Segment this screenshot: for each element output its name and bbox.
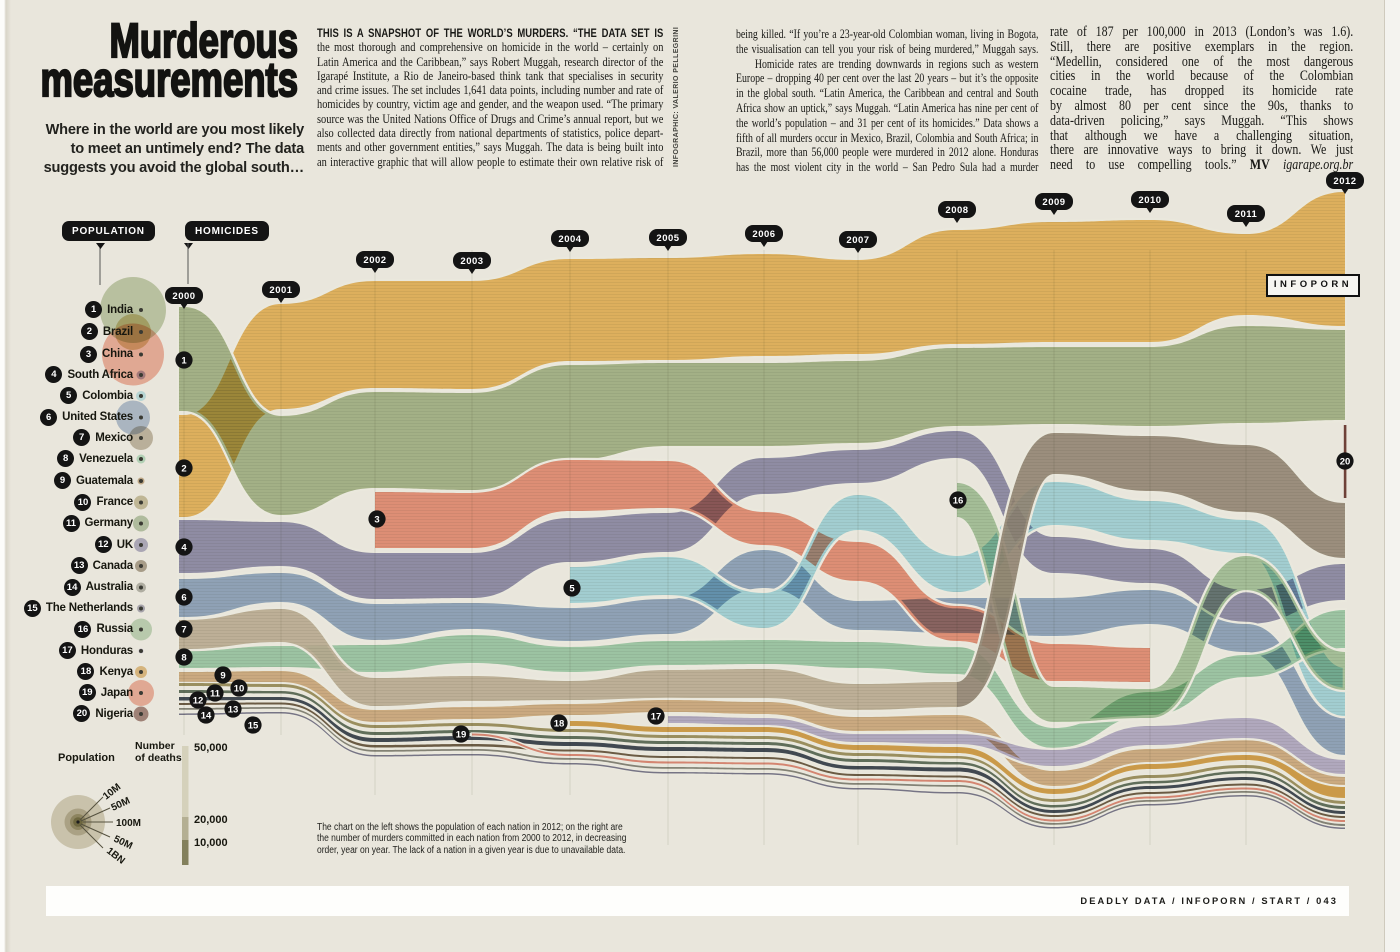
svg-text:7: 7 <box>181 624 186 635</box>
svg-text:10: 10 <box>234 683 245 694</box>
svg-text:2: 2 <box>181 463 186 474</box>
svg-text:4: 4 <box>181 542 187 553</box>
svg-text:2005: 2005 <box>656 233 679 244</box>
svg-text:6: 6 <box>181 592 186 603</box>
svg-text:2001: 2001 <box>269 285 292 296</box>
svg-text:2010: 2010 <box>1138 195 1161 206</box>
svg-text:15: 15 <box>248 720 259 731</box>
svg-text:2008: 2008 <box>945 205 968 216</box>
svg-text:2009: 2009 <box>1042 197 1065 208</box>
svg-text:3: 3 <box>374 514 379 525</box>
svg-text:2000: 2000 <box>172 291 195 302</box>
svg-text:2012: 2012 <box>1333 176 1356 187</box>
svg-text:11: 11 <box>210 688 221 699</box>
svg-text:100M: 100M <box>116 818 141 829</box>
svg-text:14: 14 <box>201 710 212 721</box>
svg-text:1: 1 <box>181 355 187 366</box>
svg-text:12: 12 <box>193 695 204 706</box>
svg-text:8: 8 <box>181 652 186 663</box>
svg-text:2006: 2006 <box>752 229 775 240</box>
svg-text:19: 19 <box>456 729 467 740</box>
svg-text:5: 5 <box>569 583 575 594</box>
svg-text:2011: 2011 <box>1235 209 1258 220</box>
svg-text:2004: 2004 <box>558 234 581 245</box>
svg-text:18: 18 <box>554 718 565 729</box>
svg-text:16: 16 <box>953 495 964 506</box>
svg-text:2007: 2007 <box>846 235 869 246</box>
svg-text:2003: 2003 <box>460 256 483 267</box>
svg-text:2002: 2002 <box>363 255 386 266</box>
svg-text:17: 17 <box>651 711 662 722</box>
svg-text:9: 9 <box>220 670 225 681</box>
svg-text:20: 20 <box>1340 456 1351 467</box>
svg-text:13: 13 <box>228 704 239 715</box>
